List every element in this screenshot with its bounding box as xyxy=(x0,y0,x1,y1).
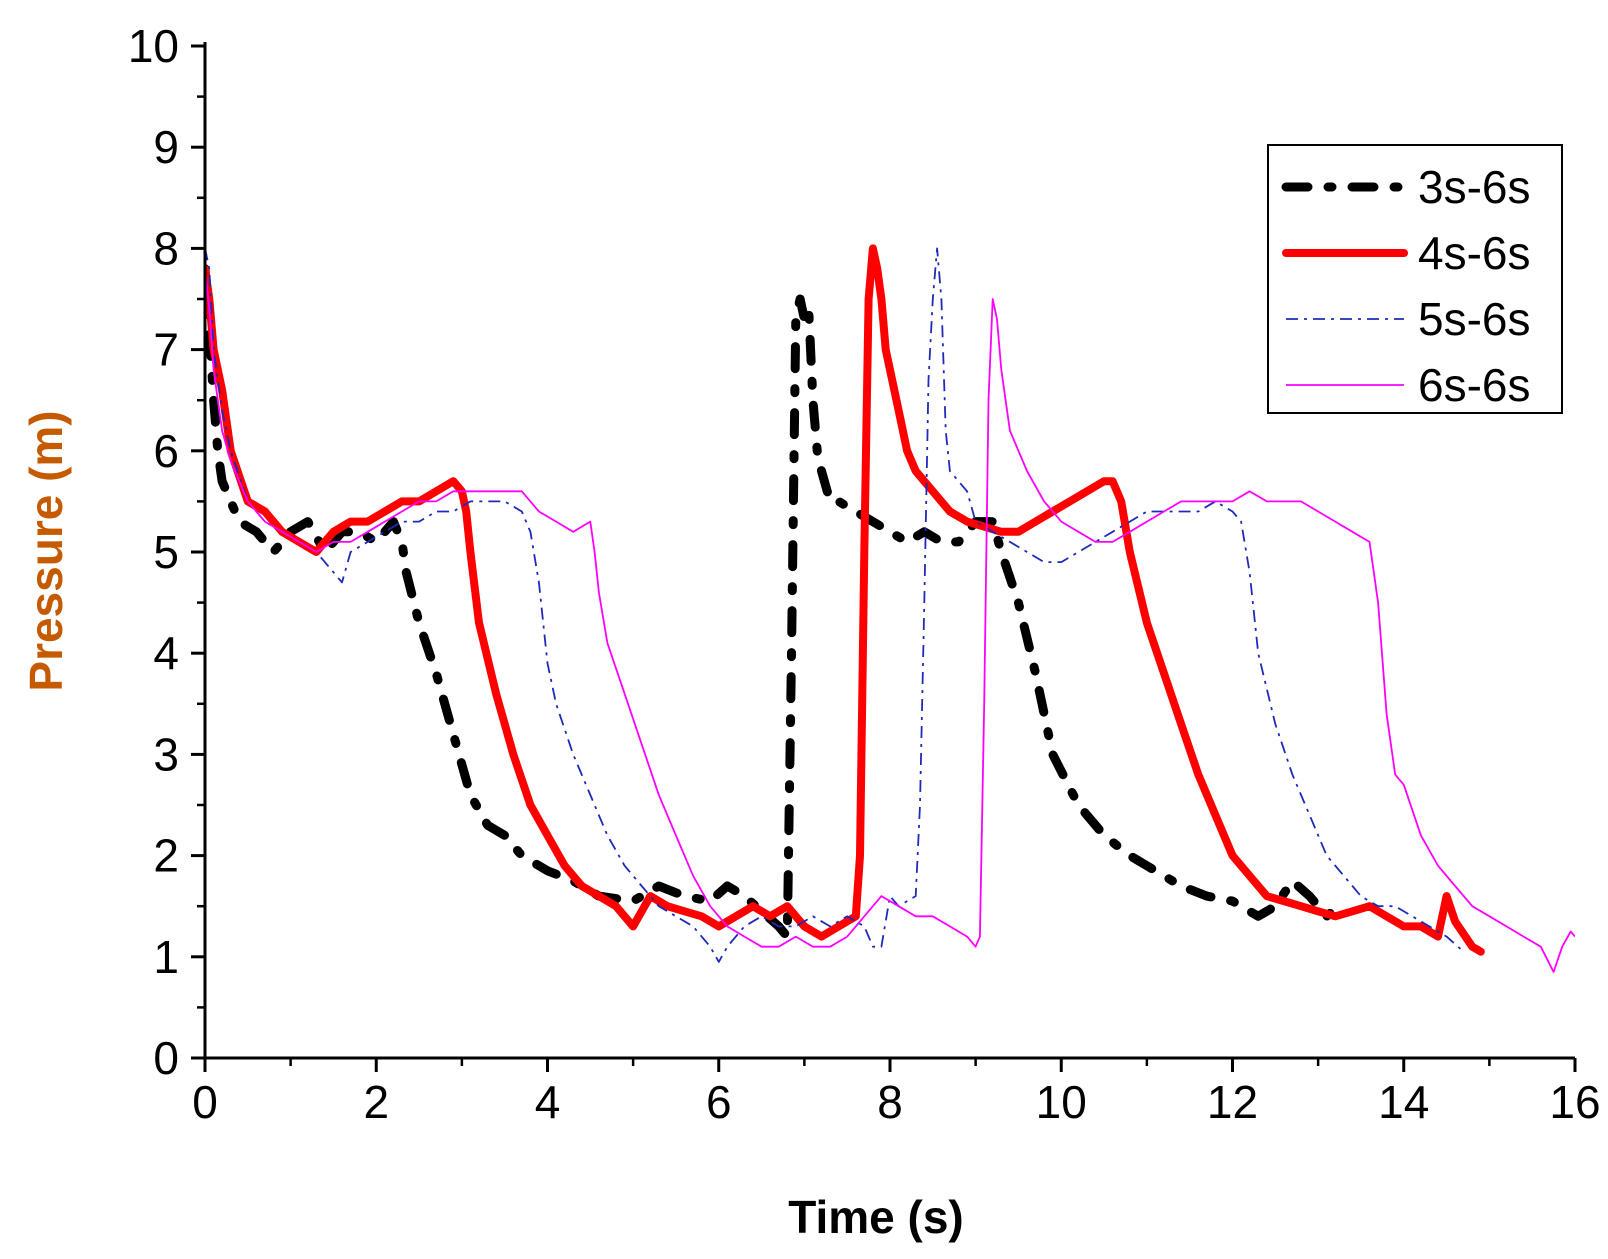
x-tick-label: 10 xyxy=(1036,1076,1087,1128)
y-tick-label: 10 xyxy=(128,20,179,72)
legend-label: 4s-6s xyxy=(1418,227,1530,279)
x-tick-label: 2 xyxy=(363,1076,389,1128)
x-tick-label: 16 xyxy=(1549,1076,1600,1128)
x-tick-label: 6 xyxy=(706,1076,732,1128)
legend-label: 5s-6s xyxy=(1418,293,1530,345)
y-tick-label: 0 xyxy=(153,1032,179,1084)
y-tick-label: 6 xyxy=(153,425,179,477)
series-line-4 xyxy=(205,268,1575,973)
y-tick-label: 3 xyxy=(153,728,179,780)
y-tick-label: 8 xyxy=(153,222,179,274)
y-tick-label: 9 xyxy=(153,121,179,173)
y-tick-label: 5 xyxy=(153,526,179,578)
x-tick-label: 0 xyxy=(192,1076,218,1128)
x-tick-label: 4 xyxy=(535,1076,561,1128)
x-axis-title: Time (s) xyxy=(788,1191,964,1243)
x-tick-label: 8 xyxy=(877,1076,903,1128)
series-line-3 xyxy=(205,247,1465,963)
legend-label: 6s-6s xyxy=(1418,359,1530,411)
x-tick-label: 12 xyxy=(1207,1076,1258,1128)
y-tick-label: 7 xyxy=(153,324,179,376)
y-tick-label: 2 xyxy=(153,830,179,882)
y-tick-label: 1 xyxy=(153,931,179,983)
series-layer xyxy=(205,244,1575,973)
legend: 3s-6s 4s-6s 5s-6s 6s-6s xyxy=(1267,144,1563,414)
y-tick-label: 4 xyxy=(153,627,179,679)
legend-label: 3s-6s xyxy=(1418,161,1530,213)
series-line-1 xyxy=(205,264,1349,942)
x-tick-label: 14 xyxy=(1378,1076,1429,1128)
y-axis-title: Pressure (m) xyxy=(20,410,72,691)
legend-box xyxy=(1267,144,1563,414)
